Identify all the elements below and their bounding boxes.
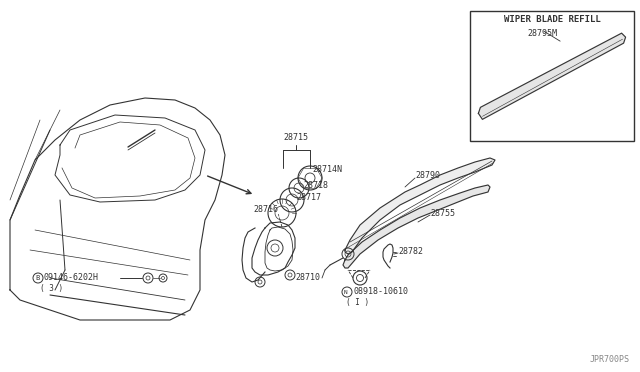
Text: 28790: 28790: [415, 170, 440, 180]
Text: 28716: 28716: [253, 205, 278, 215]
Polygon shape: [343, 185, 490, 268]
Text: 28717: 28717: [296, 193, 321, 202]
Text: 08918-10610: 08918-10610: [353, 288, 408, 296]
Text: B: B: [35, 275, 39, 281]
Text: N: N: [344, 289, 348, 295]
Polygon shape: [479, 33, 625, 119]
Text: 28755: 28755: [430, 208, 455, 218]
Text: ( I ): ( I ): [346, 298, 369, 307]
Polygon shape: [345, 158, 495, 254]
Text: 09146-6202H: 09146-6202H: [44, 273, 99, 282]
Text: WIPER BLADE REFILL: WIPER BLADE REFILL: [504, 15, 600, 24]
Text: ( 3 ): ( 3 ): [40, 283, 63, 292]
Text: 28715: 28715: [283, 133, 308, 142]
Text: 28795M: 28795M: [527, 29, 557, 38]
Text: 28714N: 28714N: [312, 166, 342, 174]
Text: JPR700PS: JPR700PS: [590, 355, 630, 364]
Text: 28718: 28718: [303, 182, 328, 190]
Text: 28710: 28710: [295, 273, 320, 282]
Text: 28782: 28782: [398, 247, 423, 257]
